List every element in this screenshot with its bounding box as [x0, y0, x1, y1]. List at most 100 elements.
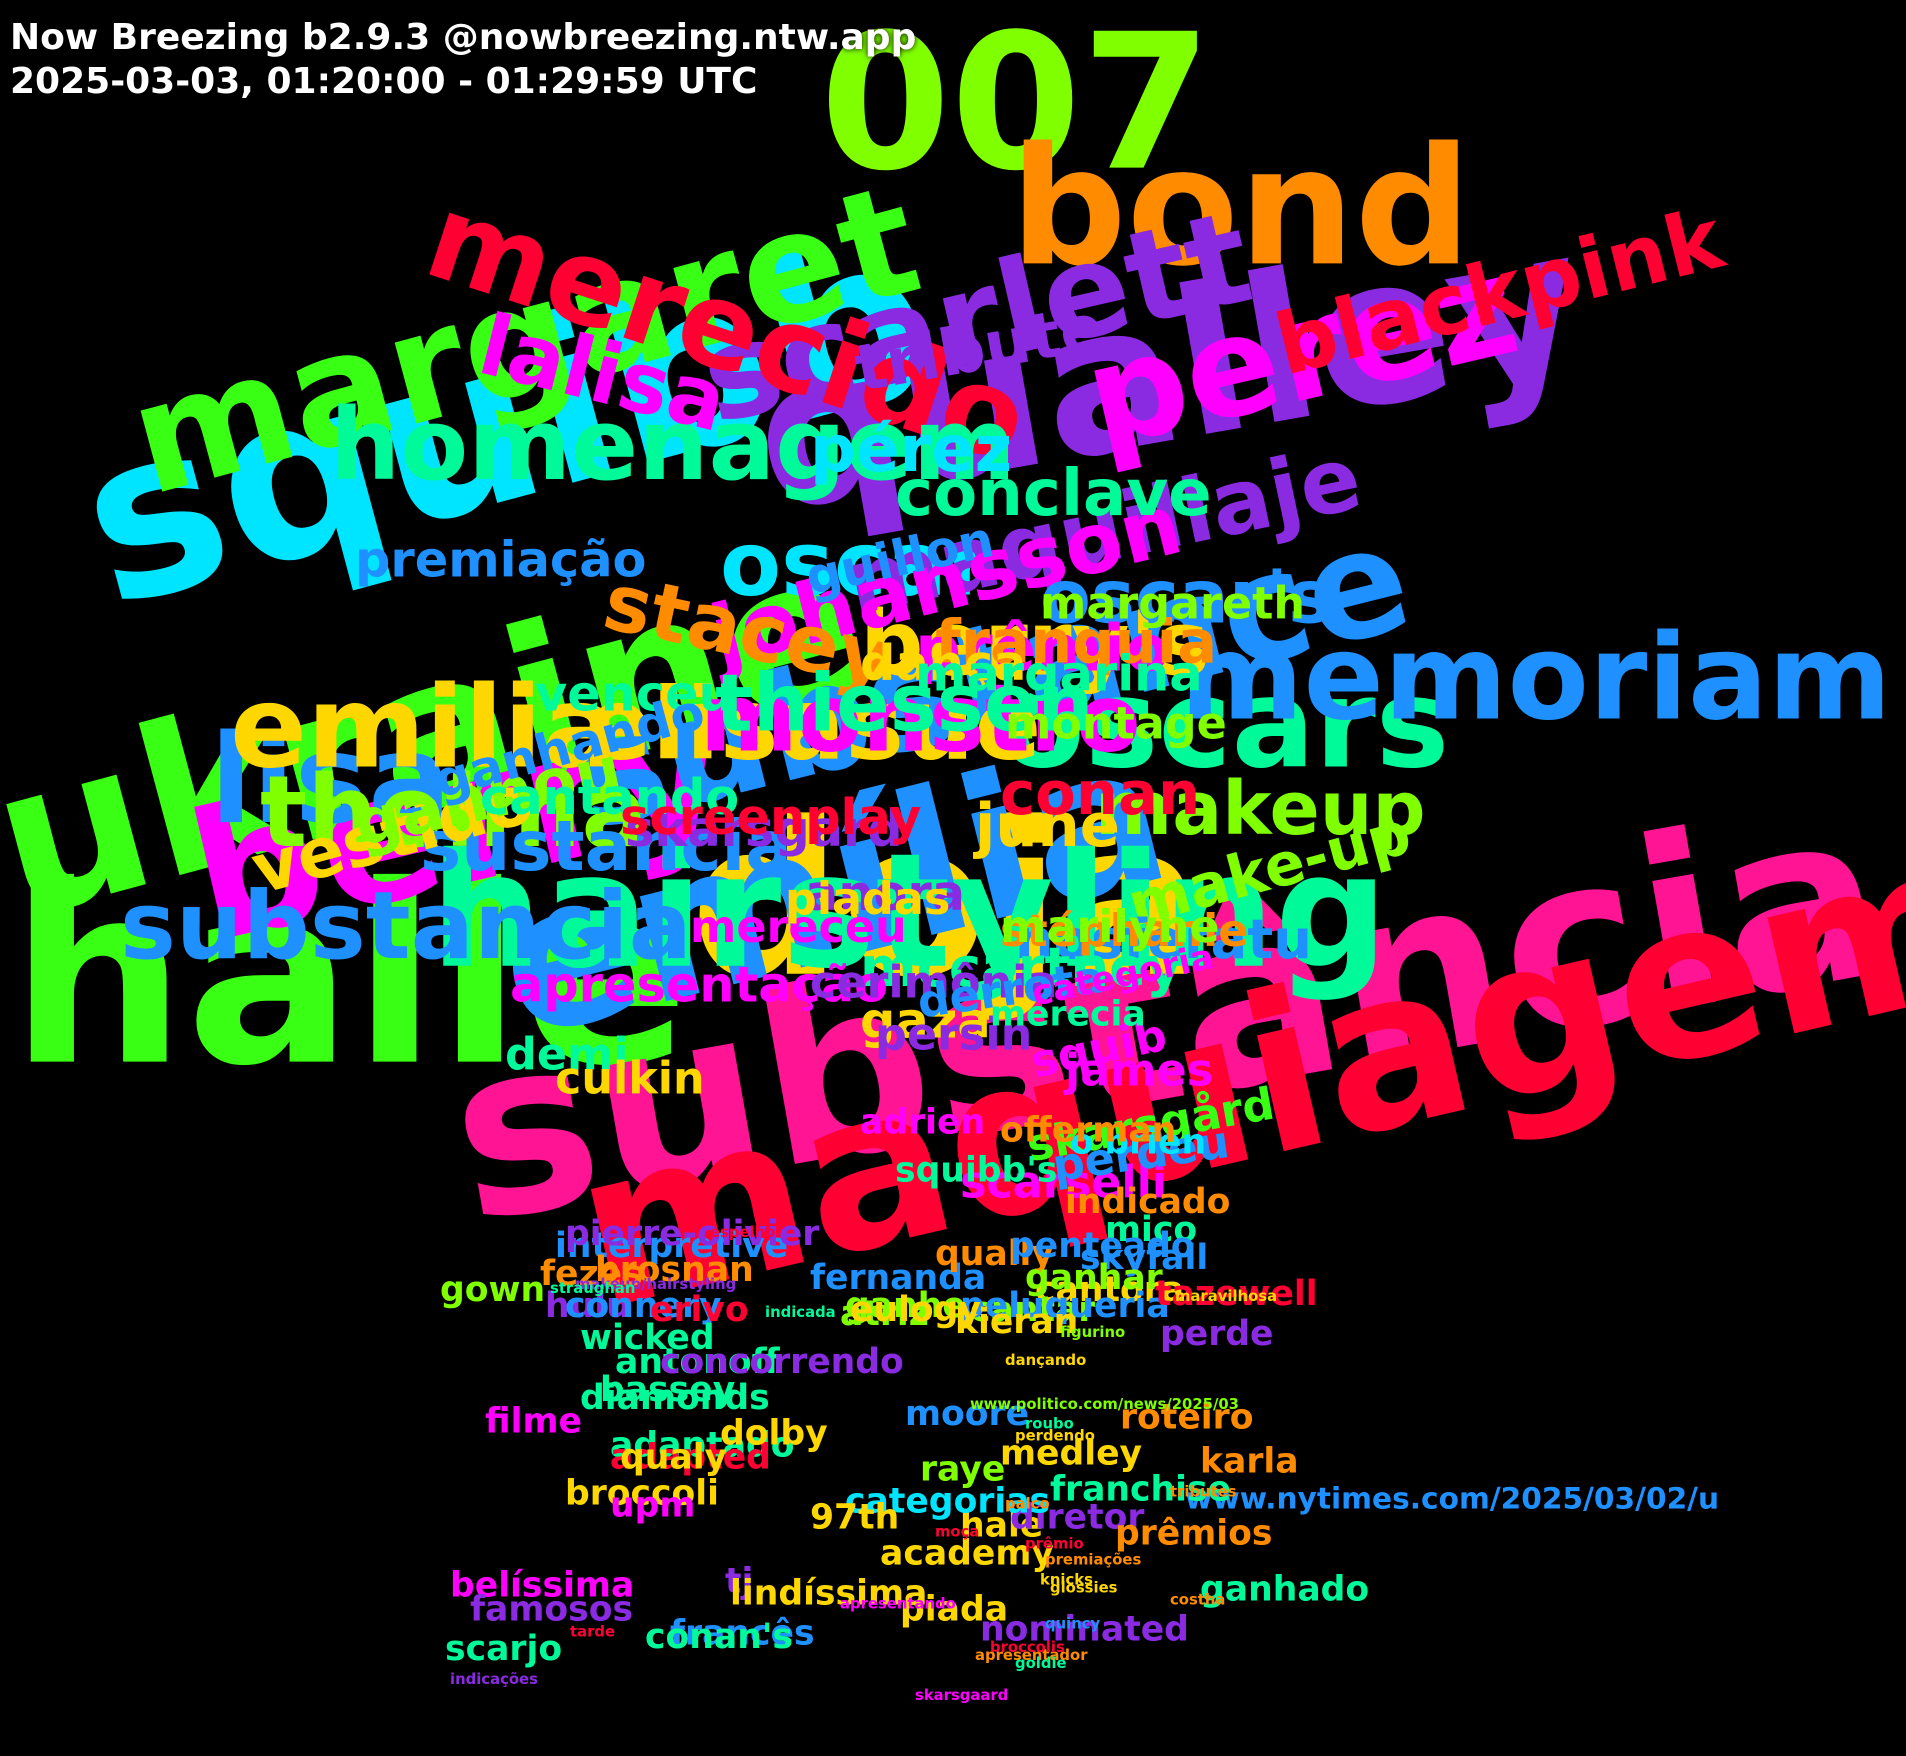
- word-interpretive: interpretive: [555, 1226, 788, 1266]
- word-james: james: [1063, 1046, 1213, 1097]
- word-gown: gown: [440, 1270, 545, 1310]
- word-makeup: makeup: [1095, 766, 1426, 852]
- word-97th: 97th: [810, 1498, 899, 1538]
- word-tazewell: tazewell: [1155, 1274, 1318, 1314]
- word-sustancia: sustancia: [420, 807, 792, 887]
- word-broccolis: broccolis: [990, 1639, 1065, 1656]
- word-gaza: gaza: [860, 992, 991, 1050]
- word-nosferatu: nosferatu: [1015, 908, 1312, 971]
- word-ganhado: ganhado: [1200, 1569, 1369, 1609]
- word-cantar: cantar: [970, 1290, 1095, 1330]
- word-screenplay: screenplay: [620, 788, 921, 846]
- word-fernanda: fernanda: [810, 1258, 986, 1298]
- word-007: 007: [820, 0, 1212, 213]
- word-connery: connery: [565, 1286, 722, 1326]
- word-oscar-s: oscar's: [1040, 555, 1332, 641]
- word-lisa: lisa: [210, 708, 452, 852]
- time-range: 2025-03-03, 01:20:00 - 01:29:59 UTC: [10, 61, 758, 102]
- word-pierre-olivier: pierre-olivier: [565, 1214, 819, 1254]
- word-lind-ssima: lindíssima: [730, 1573, 927, 1613]
- word-diretor: diretor: [1010, 1498, 1144, 1538]
- word-mico: mico: [1105, 1210, 1197, 1250]
- word-franquia: franquia: [935, 607, 1217, 676]
- word-wicked: wicked: [580, 1318, 715, 1358]
- word-academy: academy: [880, 1533, 1054, 1573]
- word-p-rez: pérez: [810, 412, 1012, 487]
- word-o-brien: o'brien: [1070, 1122, 1206, 1162]
- word-moore: moore: [905, 1394, 1029, 1434]
- word-margarina: margarina: [915, 644, 1203, 702]
- app-title: Now Breezing b2.9.3 @nowbreezing.ntw.app: [10, 17, 917, 58]
- word-premia-o: premiação: [355, 530, 646, 588]
- word-figurino: figurino: [1060, 1324, 1125, 1341]
- word-conclave: conclave: [895, 456, 1212, 531]
- word-upm: upm: [610, 1486, 695, 1526]
- word-bel-ssima: belíssima: [450, 1565, 634, 1605]
- word-broccoli: broccoli: [565, 1474, 719, 1514]
- word-penteado: penteado: [1010, 1226, 1195, 1266]
- word-piadas: piadas: [785, 874, 950, 925]
- word-elisasue: elisasue: [585, 667, 1041, 782]
- word-indicado: indicado: [1065, 1182, 1230, 1222]
- word-tarde: tarde: [570, 1623, 615, 1640]
- word-pr-mios: prêmios: [1115, 1513, 1272, 1553]
- word-tributes: tributes: [1170, 1484, 1237, 1501]
- word-culkin: culkin: [555, 1054, 705, 1105]
- word-concorrendo: concorrendo: [660, 1342, 904, 1382]
- word-maravilhosa: maravilhosa: [1175, 1288, 1277, 1305]
- word-st-phanie: stéphanie: [1000, 906, 1248, 957]
- word-hale: hale: [960, 1506, 1043, 1546]
- word-medley: medley: [1000, 1434, 1142, 1474]
- word-anora: anora: [805, 864, 965, 922]
- word-nominated: nominated: [980, 1609, 1189, 1649]
- word-oscars: oscars: [1000, 652, 1449, 796]
- word-roubo: roubo: [1025, 1416, 1074, 1433]
- word-atriz: atriz: [840, 1294, 929, 1334]
- word-premia-es: premiações: [1045, 1551, 1141, 1568]
- word-memoriam: memoriam: [1180, 608, 1892, 746]
- word-pr-mio: prêmio: [915, 611, 1169, 686]
- word-margareth: margareth: [1040, 579, 1305, 630]
- word-venceu: venceu: [535, 664, 734, 722]
- word-dan-ando: dançando: [1005, 1352, 1086, 1369]
- word-famosos: famosos: [470, 1589, 633, 1629]
- word-adrien: adrien: [860, 1102, 985, 1142]
- word-thelma: thelma: [260, 755, 648, 870]
- word-merecia: merecia: [990, 995, 1146, 1035]
- word-straughan: straughan: [550, 1280, 635, 1297]
- word-dolby: dolby: [720, 1414, 828, 1454]
- word-apresenta-o: apresentação: [510, 956, 888, 1014]
- word-apresentando: apresentando: [840, 1595, 956, 1612]
- word-palco: palco: [1005, 1496, 1050, 1513]
- word-cerim-nia: cerimônia: [810, 958, 1057, 1009]
- word-www-nytimes-com-2025-03-02-u: www.nytimes.com/2025/03/02/u: [1185, 1481, 1719, 1516]
- word-peluqueria: peluqueria: [960, 1286, 1170, 1326]
- word-diamonds: diamonds: [580, 1378, 770, 1418]
- word-espelho: espelho: [710, 1224, 775, 1241]
- word-eulogy: eulogy: [850, 1290, 981, 1330]
- word-filme: filme: [485, 1402, 582, 1442]
- word-piada: piada: [900, 1589, 1008, 1629]
- word-apresentador: apresentador: [975, 1647, 1088, 1664]
- word-monstro: monstro: [700, 664, 1141, 773]
- word-berry-s: berry's: [860, 591, 1210, 695]
- word-adaptado: adaptado: [610, 1426, 795, 1466]
- word-karla: karla: [1200, 1442, 1299, 1482]
- word-skyfall: skyfall: [1080, 1238, 1208, 1278]
- word-pr-mio: prêmio: [1025, 1535, 1084, 1552]
- word-makeup-hairstyling: makeup/hairstyling: [575, 1276, 736, 1293]
- word-skarsgaard: skarsgaard: [915, 1687, 1008, 1704]
- word-homenagem: homenagem: [330, 388, 1016, 503]
- word-adapted: adapted: [610, 1438, 771, 1478]
- word-knicks: knicks: [1040, 1571, 1093, 1588]
- word-cantora: cantora: [1035, 1270, 1184, 1310]
- word-franchise: franchise: [1050, 1470, 1231, 1510]
- word-mereceu: mereceu: [690, 902, 907, 953]
- word-montage: montage: [1005, 698, 1227, 749]
- word-skarsgard: skarsgard: [625, 800, 903, 858]
- word-cantando: cantando: [480, 768, 739, 826]
- word-offerman: offerman: [1000, 1110, 1176, 1150]
- word-mccartney: mccartney: [860, 936, 1181, 999]
- word-dan-a: dança: [860, 634, 1026, 692]
